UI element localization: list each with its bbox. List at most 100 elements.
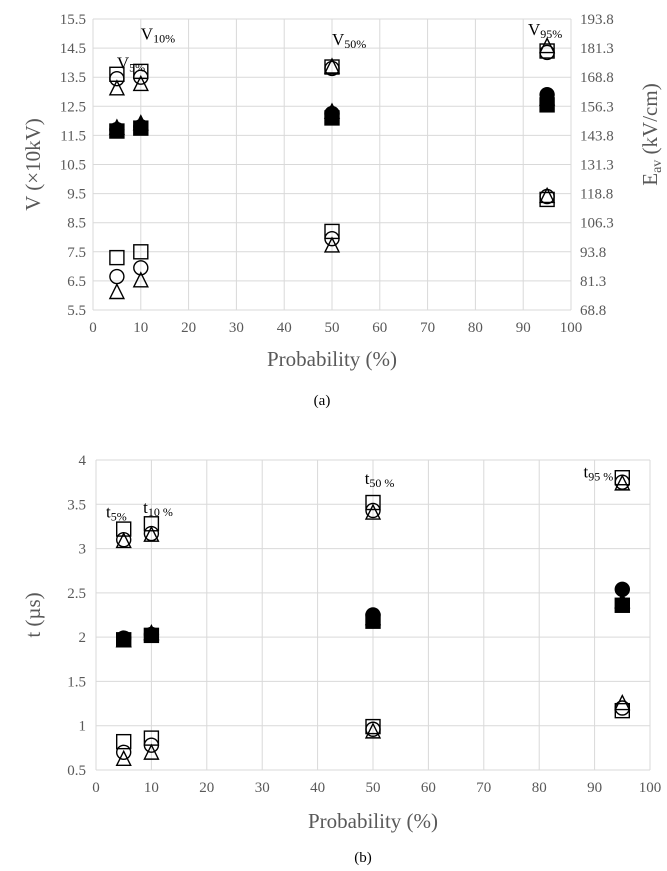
data-point-open-circle: [133, 260, 149, 276]
annotation-label: V10%: [141, 24, 175, 45]
data-point-open-square: [115, 733, 132, 750]
data-point-filled-triangle: [108, 118, 126, 135]
annotation-base: t: [584, 463, 589, 482]
y2-tick-label: 81.3: [580, 274, 606, 290]
data-point-open-triangle: [132, 74, 149, 92]
y-tick-label: 10.5: [60, 158, 86, 174]
x-tick-label: 20: [181, 320, 196, 336]
x-tick-label: 60: [372, 320, 387, 336]
y-tick-label: 15.5: [60, 12, 86, 28]
y-tick-label: 11.5: [60, 128, 86, 144]
y2-tick-label: 118.8: [580, 187, 613, 203]
annotation-label: t10 %: [143, 498, 173, 519]
annotation-subscript: 95%: [540, 27, 562, 41]
data-point-open-triangle: [614, 474, 631, 491]
x-tick-label: 30: [255, 780, 270, 796]
y-tick-label: 1.5: [67, 674, 86, 690]
data-point-open-triangle: [614, 693, 631, 711]
y-axis-label: t (µs): [21, 592, 45, 637]
data-point-filled-triangle: [364, 608, 382, 626]
y2-tick-label: 156.3: [580, 99, 614, 115]
x-tick-label: 30: [229, 320, 244, 336]
annotation-subscript: 10%: [153, 31, 175, 45]
data-point-open-square: [115, 521, 132, 537]
x-tick-label: 90: [516, 320, 531, 336]
data-point-open-triangle: [538, 37, 556, 54]
data-point-open-square: [109, 249, 125, 266]
data-point-open-triangle: [538, 186, 556, 204]
y-tick-label: 3.5: [67, 497, 86, 513]
data-point-open-square: [133, 244, 149, 260]
data-point-open-triangle: [323, 57, 341, 74]
data-point-open-triangle: [108, 282, 126, 300]
data-point-filled-triangle: [115, 631, 132, 648]
y-tick-label: 0.5: [67, 763, 86, 779]
annotation-base: V: [332, 30, 345, 49]
annotation-label: V95%: [528, 20, 562, 41]
y-tick-label: 8.5: [67, 216, 86, 232]
data-point-open-triangle: [115, 749, 132, 767]
x-tick-label: 40: [310, 780, 325, 796]
annotation-subscript: 10 %: [148, 505, 173, 519]
x-tick-label: 0: [92, 780, 100, 796]
y2-axis-label: Eav (kV/cm): [638, 83, 665, 185]
annotation-label: t95 %: [584, 463, 614, 484]
data-point-filled-triangle: [323, 102, 341, 119]
annotation-subscript: 50 %: [369, 476, 394, 490]
y2-tick-label: 143.8: [580, 128, 614, 144]
data-point-open-triangle: [364, 722, 382, 739]
x-tick-label: 70: [476, 780, 491, 796]
panel-a-chart: 0 10 20 30 40 50 60 70 80 90 100 5.5 6.5 7.5 8.5 9.5 10.…: [21, 12, 665, 409]
x-tick-label: 100: [639, 780, 662, 796]
annotation-base: V: [141, 24, 154, 43]
x-tick-label: 50: [325, 320, 340, 336]
x-tick-label: 80: [468, 320, 483, 336]
y-tick-label: 12.5: [60, 99, 86, 115]
panel-b-chart: 0 10 20 30 40 50 60 70 80 90 100 0.5 1 1.5 2 2.5 3 3.5 4 Pr…: [21, 453, 661, 866]
x-axis-label: Probability (%): [267, 347, 397, 371]
data-point-open-circle: [324, 60, 340, 77]
data-point-open-triangle: [108, 79, 126, 96]
x-tick-label: 10: [144, 780, 159, 796]
data-point-open-triangle: [323, 236, 341, 253]
data-point-open-triangle: [115, 531, 132, 549]
annotation-subscript: 5%: [129, 60, 145, 74]
y2-tick-label: 93.8: [580, 245, 606, 261]
y-tick-label: 7.5: [67, 245, 86, 261]
annotation-label: t50 %: [365, 469, 395, 490]
x-tick-label: 80: [532, 780, 547, 796]
x-tick-label: 90: [587, 780, 602, 796]
y2-tick-label: 68.8: [580, 303, 606, 319]
series-open-circle: [109, 44, 555, 285]
gridlines: [92, 18, 572, 311]
y2-axis-label-base: E: [638, 173, 662, 186]
data-point-open-square: [143, 516, 160, 532]
series-filled-triangle: [108, 89, 556, 135]
y-tick-label: 2.5: [67, 586, 86, 602]
data-point-open-triangle: [132, 271, 149, 288]
annotation-label: V50%: [332, 30, 366, 51]
data-point-open-circle: [324, 231, 340, 247]
series-filled-triangle: [115, 592, 631, 648]
panel-label: (b): [354, 850, 372, 866]
data-point-open-circle: [109, 268, 125, 285]
x-tick-label: 40: [277, 320, 292, 336]
annotation-base: t: [365, 469, 370, 488]
x-tick-label: 100: [560, 320, 583, 336]
y-tick-label: 5.5: [67, 303, 86, 319]
panel-label: (a): [314, 393, 331, 409]
y2-tick-label: 131.3: [580, 158, 614, 174]
data-point-open-square: [365, 494, 381, 511]
y-tick-label: 6.5: [67, 274, 86, 290]
data-point-open-triangle: [143, 525, 160, 542]
data-point-open-triangle: [143, 743, 160, 760]
data-point-open-circle: [539, 188, 555, 205]
annotation-base: V: [528, 20, 541, 39]
annotation-subscript: 5%: [111, 510, 127, 524]
data-point-filled-triangle: [132, 114, 149, 131]
data-point-open-circle: [115, 744, 132, 760]
annotation-subscript: 95 %: [588, 470, 613, 484]
x-tick-label: 20: [199, 780, 214, 796]
data-point-filled-triangle: [614, 592, 631, 609]
